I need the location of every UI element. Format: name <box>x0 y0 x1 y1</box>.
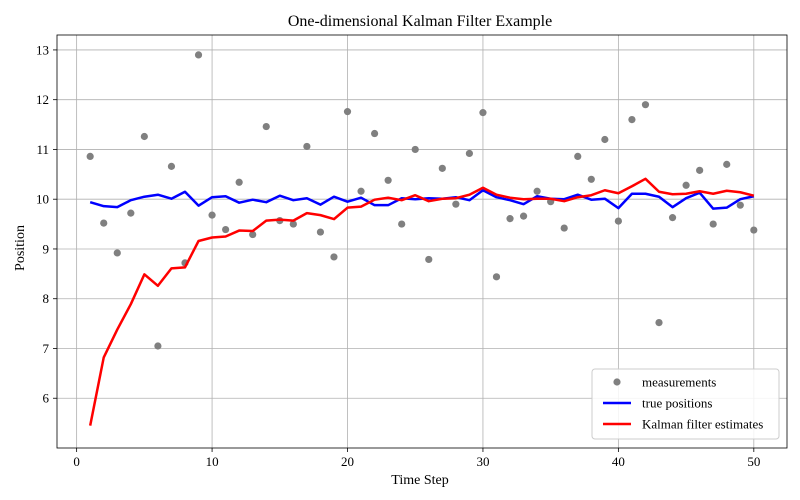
measurement-point <box>628 115 636 124</box>
plot-area: 0 10 20 30 40 50 6 7 8 9 10 11 12 13 <box>36 34 788 469</box>
measurement-point <box>154 342 162 350</box>
measurement-point <box>330 253 338 261</box>
x-tick-label: 20 <box>341 454 354 469</box>
measurement-point <box>357 187 365 195</box>
measurement-point <box>113 249 121 257</box>
measurement-point <box>479 109 487 117</box>
y-tick-label: 6 <box>43 391 50 406</box>
legend-marker-measurements <box>613 378 621 386</box>
x-tick-label: 0 <box>73 454 80 469</box>
measurement-point <box>492 273 501 281</box>
measurement-point <box>696 166 704 174</box>
y-tick-label: 8 <box>43 291 50 306</box>
series-layer <box>86 51 758 426</box>
measurement-point <box>411 145 419 154</box>
measurement-point <box>194 51 203 59</box>
y-tick-label: 12 <box>36 92 49 107</box>
measurement-point <box>709 220 717 228</box>
measurement-point <box>668 214 677 222</box>
measurement-point <box>574 152 582 161</box>
measurement-point <box>601 135 609 144</box>
measurement-point <box>127 209 135 217</box>
measurement-point <box>289 220 297 228</box>
measurement-point <box>641 101 650 109</box>
y-tick-label: 9 <box>43 241 50 256</box>
measurement-point <box>370 129 379 138</box>
legend-label-true-positions: true positions <box>642 396 712 411</box>
kalman-filter-estimates-line <box>88 177 755 426</box>
legend-label-kalman-filter-estimates: Kalman filter estimates <box>642 417 763 432</box>
measurement-point <box>438 164 446 172</box>
measurement-point <box>506 215 514 223</box>
x-tick-label: 40 <box>612 454 625 469</box>
y-tick-label: 10 <box>36 192 49 207</box>
measurement-point <box>208 211 216 219</box>
measurement-point <box>167 162 176 170</box>
y-tick-label: 7 <box>43 341 50 356</box>
plot-frame <box>56 34 788 449</box>
x-axis-label: Time Step <box>391 473 448 488</box>
measurement-point <box>303 142 311 151</box>
measurement-point <box>316 228 325 236</box>
legend: measurements true positions Kalman filter … <box>591 368 780 440</box>
measurement-point <box>682 181 690 189</box>
legend-label-measurements: measurements <box>642 375 716 390</box>
measurement-point <box>750 226 758 234</box>
measurement-point <box>425 255 433 264</box>
measurement-point <box>723 160 731 168</box>
measurement-point <box>222 225 230 234</box>
measurement-point <box>560 224 568 232</box>
y-axis-label: Position <box>13 225 28 271</box>
legend-box <box>591 368 780 440</box>
measurement-point <box>736 201 744 209</box>
measurement-point <box>140 132 148 141</box>
measurement-point <box>235 178 243 186</box>
measurement-point <box>614 217 622 225</box>
x-tick-label: 50 <box>747 454 760 469</box>
measurement-point <box>655 319 663 327</box>
measurement-point <box>100 219 108 227</box>
x-tick-label: 10 <box>206 454 219 469</box>
measurement-point <box>519 212 528 220</box>
measurement-point <box>384 176 392 184</box>
measurement-point <box>86 152 94 161</box>
x-tick-label: 30 <box>476 454 489 469</box>
y-tick-label: 11 <box>36 142 49 157</box>
axis-ticks: 0 10 20 30 40 50 6 7 8 9 10 11 12 13 <box>36 42 760 469</box>
measurement-point <box>587 175 595 183</box>
chart-title: One-dimensional Kalman Filter Example <box>288 13 552 30</box>
measurement-point <box>533 187 541 195</box>
measurement-point <box>262 122 270 131</box>
y-tick-label: 13 <box>36 42 49 57</box>
measurement-point <box>465 149 474 158</box>
measurement-point <box>398 220 406 228</box>
measurement-point <box>452 200 460 208</box>
measurement-point <box>249 230 257 239</box>
measurement-point <box>343 108 352 116</box>
